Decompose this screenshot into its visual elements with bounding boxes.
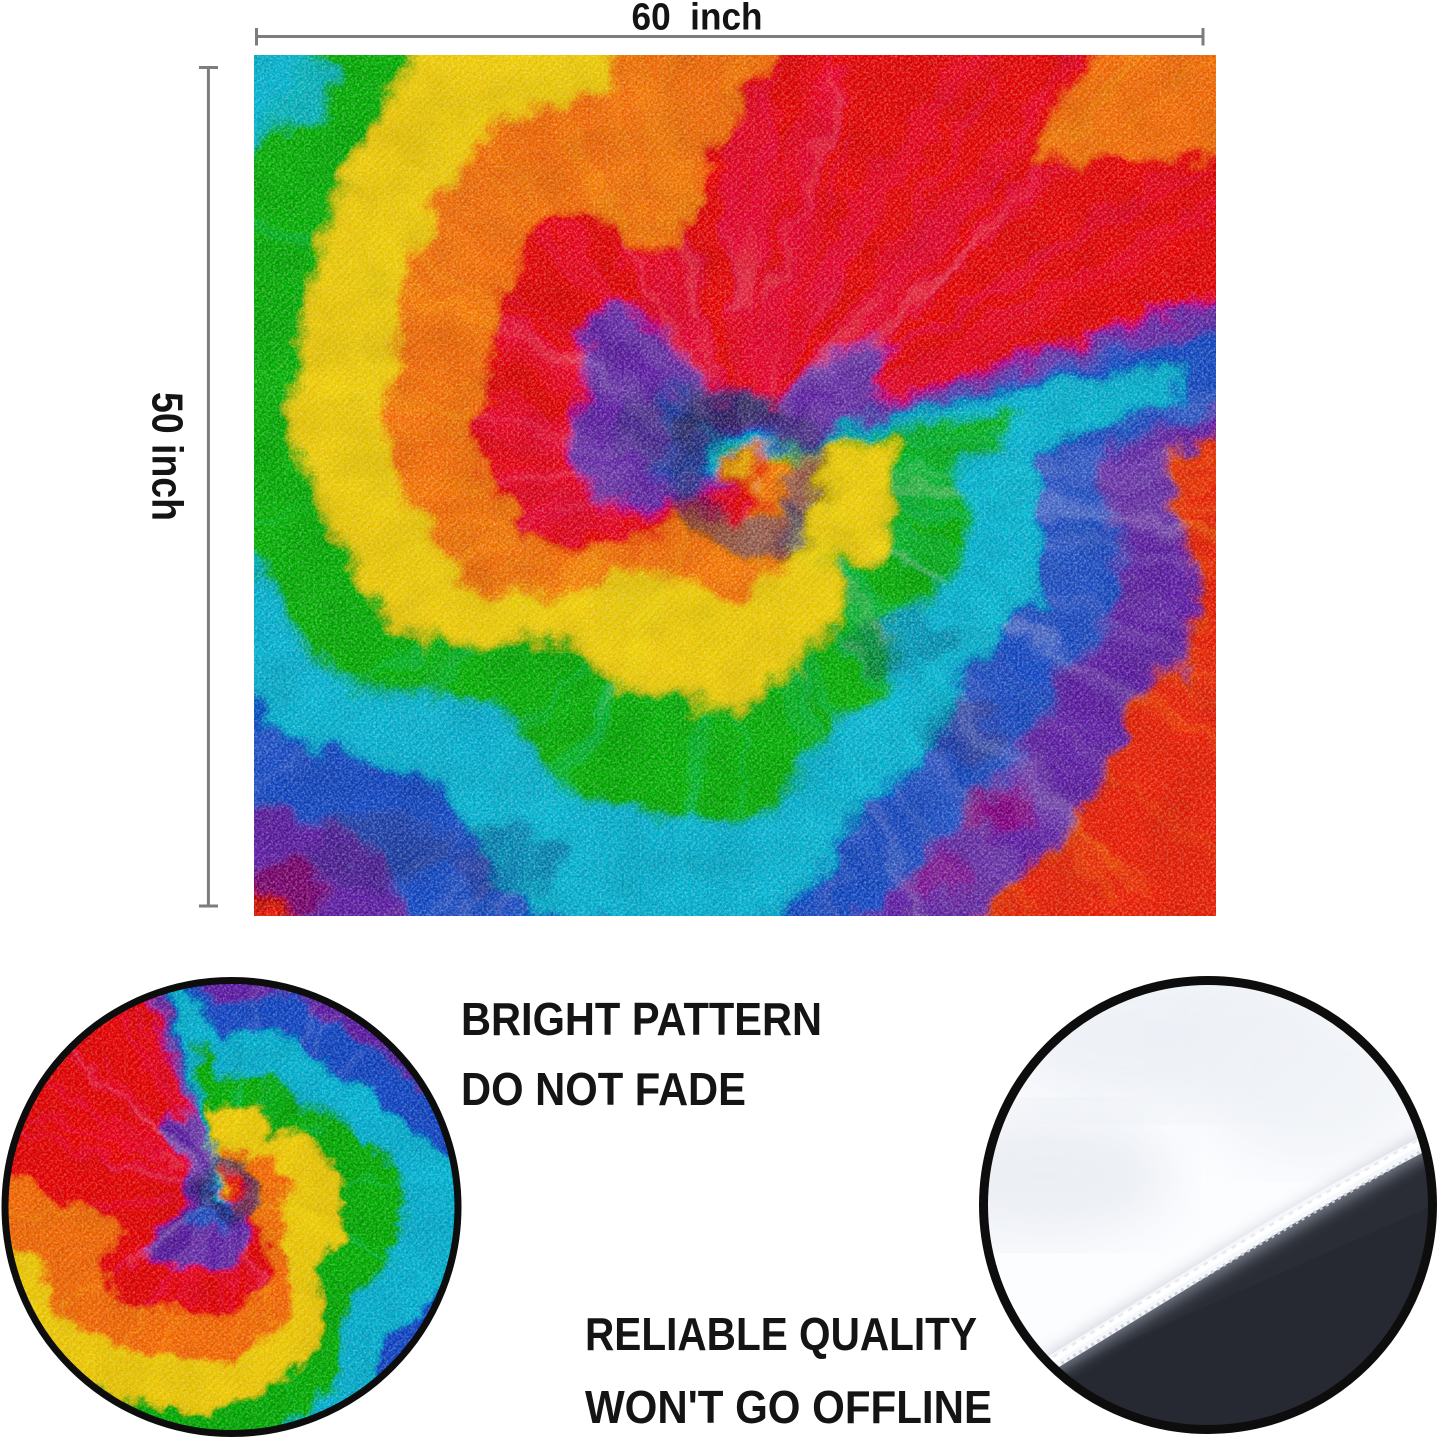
svg-text:BRIGHT PATTERN: BRIGHT PATTERN: [461, 993, 822, 1045]
svg-text:RELIABLE QUALITY: RELIABLE QUALITY: [585, 1308, 977, 1360]
svg-text:60 inch: 60 inch: [632, 0, 763, 39]
svg-text:DO NOT FADE: DO NOT FADE: [461, 1063, 746, 1115]
svg-text:WON'T GO OFFLINE: WON'T GO OFFLINE: [585, 1381, 992, 1433]
svg-text:50 inch: 50 inch: [143, 392, 192, 521]
